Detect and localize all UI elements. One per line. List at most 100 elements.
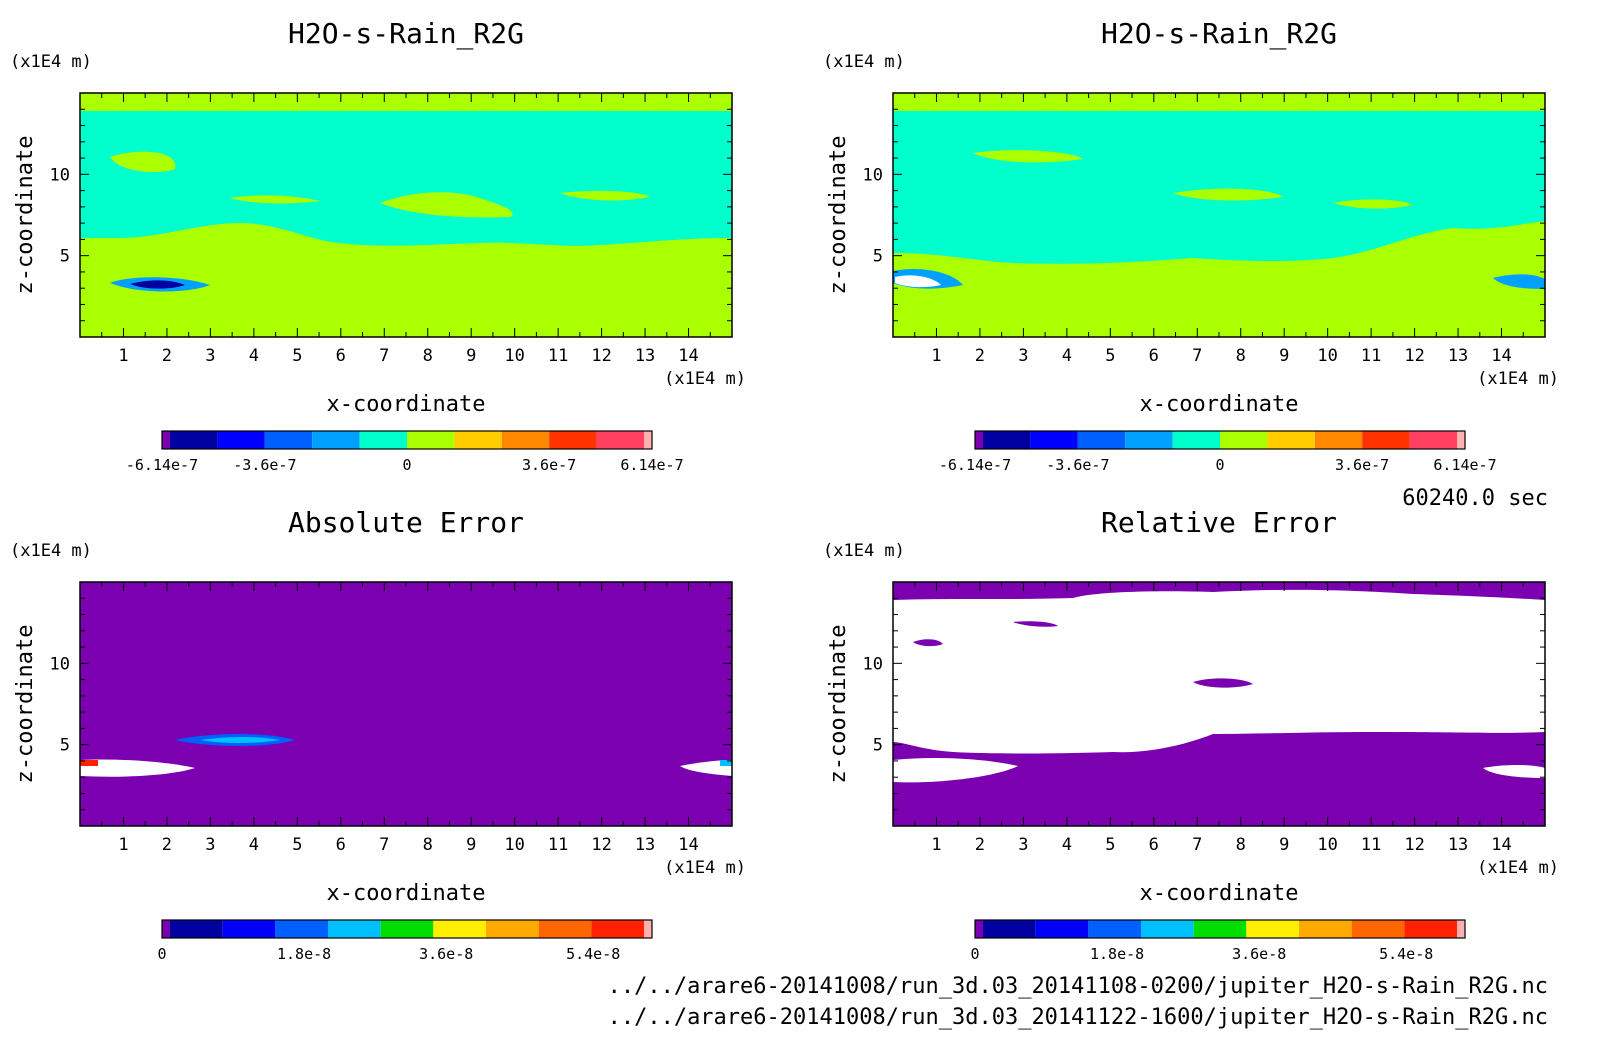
x-tick-label: 2 <box>162 835 172 855</box>
colorbar-swatch <box>975 431 983 449</box>
panel-title: H2O-s-Rain_R2G <box>1101 17 1337 51</box>
x-tick-label: 4 <box>1062 835 1072 855</box>
colorbar-swatch <box>380 920 434 938</box>
field-patch-high-right <box>680 760 732 776</box>
field-top-band <box>80 93 732 109</box>
colorbar-swatch <box>454 431 502 449</box>
x-axis-label: x-coordinate <box>1140 881 1299 906</box>
field-saturated-right <box>1483 765 1545 778</box>
field-min-right <box>1493 274 1545 289</box>
colorbar-tick-label: 0 <box>970 945 979 963</box>
field-zero <box>80 582 732 826</box>
x-tick-label: 2 <box>975 346 985 366</box>
colorbar: 0 1.8e-8 3.6e-8 5.4e-8 <box>157 919 653 963</box>
colorbar-swatch <box>1125 431 1173 449</box>
colorbar-swatch <box>644 431 652 449</box>
x-tick-label: 6 <box>1149 835 1159 855</box>
y-axis-label: z-coordinate <box>826 625 851 784</box>
colorbar-swatch <box>1351 920 1405 938</box>
x-tick-label: 5 <box>292 346 302 366</box>
x-unit-label: (x1E4 m) <box>1477 369 1559 389</box>
field-patch <box>110 151 176 173</box>
x-unit-label: (x1E4 m) <box>1477 858 1559 878</box>
x-tick-label: 1 <box>118 346 128 366</box>
field-patch <box>1173 188 1283 201</box>
field-patch <box>380 192 513 218</box>
field-plot <box>80 93 732 337</box>
colorbar-swatch <box>983 431 1031 449</box>
x-tick-label: 5 <box>1105 835 1115 855</box>
field-patch-edge <box>720 760 732 766</box>
x-tick-label: 1 <box>931 346 941 366</box>
x-tick-label: 12 <box>591 835 611 855</box>
colorbar-swatch <box>407 431 455 449</box>
x-tick-label: 12 <box>1404 346 1424 366</box>
colorbar-frame <box>974 919 1466 939</box>
x-tick-label: 10 <box>504 835 524 855</box>
x-tick-label: 13 <box>635 346 655 366</box>
x-tick-label: 14 <box>678 346 698 366</box>
x-tick-label: 9 <box>1279 835 1289 855</box>
x-tick-label: 10 <box>1317 835 1337 855</box>
field-plot <box>893 582 1545 826</box>
panel-top-right: H2O-s-Rain_R2G(x1E4 m)1 2 3 4 5 6 7 8 9 10 11 12 13 1… <box>823 17 1559 474</box>
field-min-core <box>130 280 185 289</box>
x-axis-label: x-coordinate <box>327 881 486 906</box>
x-tick-label: 12 <box>591 346 611 366</box>
field-patch <box>973 150 1083 163</box>
field-upper-band <box>80 111 732 246</box>
y-axis-label: z-coordinate <box>826 136 851 295</box>
time-label: 60240.0 sec <box>1402 486 1548 511</box>
field-plot <box>80 582 732 826</box>
colorbar-tick-label: 3.6e-7 <box>1335 456 1389 474</box>
x-tick-label: 14 <box>678 835 698 855</box>
x-tick-label: 5 <box>292 835 302 855</box>
y-tick-label: 5 <box>873 736 883 756</box>
x-tick-label: 11 <box>548 835 568 855</box>
y-unit-label: (x1E4 m) <box>10 541 92 561</box>
field-patch-max <box>80 760 98 766</box>
x-tick-label: 6 <box>336 835 346 855</box>
colorbar-tick-label: 1.8e-8 <box>1090 945 1144 963</box>
panel-bottom-left: Absolute Error(x1E4 m)1 2 3 4 5 6 7 8 9 10 11 12 13 1… <box>10 506 746 963</box>
x-tick-label: 4 <box>249 346 259 366</box>
x-tick-label: 7 <box>1192 346 1202 366</box>
panel-title: Relative Error <box>1101 506 1337 539</box>
field-patch <box>560 190 650 201</box>
colorbar-swatch <box>591 920 644 938</box>
colorbar-swatch <box>1077 431 1126 449</box>
y-axis-label: z-coordinate <box>13 136 38 295</box>
y-tick-label: 5 <box>873 247 883 267</box>
y-unit-label: (x1E4 m) <box>823 52 905 72</box>
field-patch <box>1333 199 1413 209</box>
field-saturated <box>893 589 1545 754</box>
x-tick-label: 5 <box>1105 346 1115 366</box>
colorbar-tick-label: -3.6e-7 <box>233 456 296 474</box>
x-tick-label: 11 <box>1361 346 1381 366</box>
colorbar-swatch <box>1362 431 1410 449</box>
x-tick-label: 6 <box>336 346 346 366</box>
colorbar-tick-label: 5.4e-8 <box>1379 945 1433 963</box>
colorbar-swatch <box>162 431 170 449</box>
field-patch-core <box>200 737 280 743</box>
colorbar: 0 1.8e-8 3.6e-8 5.4e-8 <box>970 919 1466 963</box>
colorbar-tick-label: 0 <box>1215 456 1224 474</box>
colorbar-swatch <box>275 920 328 938</box>
x-unit-label: (x1E4 m) <box>664 369 746 389</box>
colorbar-tick-label: 0 <box>402 456 411 474</box>
field-saturated-low <box>893 758 1018 783</box>
x-unit-label: (x1E4 m) <box>664 858 746 878</box>
colorbar-swatch <box>162 920 170 938</box>
x-tick-label: 9 <box>1279 346 1289 366</box>
colorbar-swatch <box>433 920 486 938</box>
field-upper-band <box>893 111 1545 264</box>
x-tick-label: 3 <box>205 346 215 366</box>
colorbar-tick-label: -6.14e-7 <box>939 456 1011 474</box>
x-tick-label: 13 <box>1448 346 1468 366</box>
colorbar-frame <box>161 430 653 450</box>
colorbar-swatch <box>1035 920 1089 938</box>
y-tick-label: 10 <box>50 654 70 674</box>
colorbar-tick-label: 3.6e-7 <box>522 456 576 474</box>
panel-title: Absolute Error <box>288 506 524 539</box>
colorbar-tick-label: 0 <box>157 945 166 963</box>
